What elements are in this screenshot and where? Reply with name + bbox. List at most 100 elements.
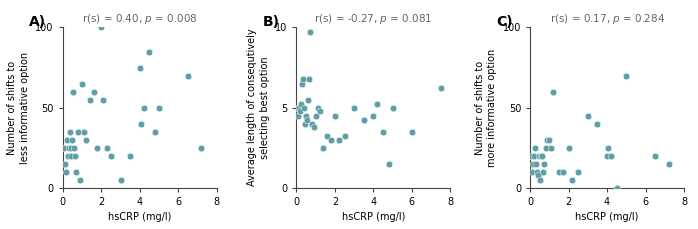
- Point: [301, 114, 312, 117]
- Point: [88, 90, 99, 93]
- Point: [61, 138, 73, 142]
- Point: [592, 122, 603, 125]
- Text: C): C): [496, 15, 513, 29]
- Point: [372, 103, 383, 106]
- Point: [302, 98, 313, 101]
- Point: [611, 186, 623, 190]
- Point: [526, 170, 537, 174]
- Point: [309, 125, 320, 129]
- Point: [306, 122, 318, 125]
- Point: [304, 77, 315, 81]
- Point: [542, 138, 553, 142]
- Point: [540, 146, 551, 150]
- Point: [195, 146, 207, 150]
- Point: [650, 154, 661, 158]
- Point: [339, 135, 350, 138]
- Point: [92, 146, 103, 150]
- Point: [59, 162, 70, 166]
- Point: [78, 130, 89, 134]
- Point: [77, 82, 88, 85]
- Point: [64, 130, 75, 134]
- Point: [538, 162, 549, 166]
- Point: [325, 138, 336, 142]
- Point: [554, 170, 565, 174]
- Point: [66, 146, 77, 150]
- Point: [98, 98, 109, 101]
- Point: [567, 178, 578, 182]
- Point: [138, 106, 149, 109]
- Point: [58, 146, 69, 150]
- Point: [544, 138, 555, 142]
- Point: [75, 178, 86, 182]
- Point: [105, 154, 117, 158]
- Point: [310, 114, 321, 117]
- Point: [526, 154, 537, 158]
- Point: [387, 106, 399, 109]
- Point: [663, 162, 674, 166]
- Point: [70, 170, 82, 174]
- Point: [297, 82, 308, 85]
- Point: [557, 170, 568, 174]
- Point: [80, 138, 91, 142]
- Point: [546, 146, 557, 150]
- Point: [124, 154, 135, 158]
- X-axis label: hsCRP (mg/l): hsCRP (mg/l): [108, 212, 172, 222]
- Point: [302, 119, 313, 122]
- Point: [602, 146, 614, 150]
- Point: [435, 87, 446, 90]
- X-axis label: hsCRP (mg/l): hsCRP (mg/l): [575, 212, 639, 222]
- Point: [68, 90, 79, 93]
- Point: [70, 154, 81, 158]
- Point: [563, 146, 574, 150]
- Point: [293, 114, 304, 117]
- Point: [149, 130, 161, 134]
- Y-axis label: Number of shifts to
less informative option: Number of shifts to less informative opt…: [8, 52, 30, 164]
- Point: [60, 170, 71, 174]
- Text: A): A): [29, 15, 46, 29]
- Point: [548, 90, 559, 93]
- Point: [135, 122, 147, 125]
- Point: [154, 106, 165, 109]
- Point: [621, 74, 632, 77]
- X-axis label: hsCRP (mg/l): hsCRP (mg/l): [342, 212, 405, 222]
- Point: [406, 130, 417, 134]
- Point: [529, 146, 540, 150]
- Point: [67, 138, 78, 142]
- Point: [322, 135, 333, 138]
- Title: r(s) = -0.27, $p$ = 0.081: r(s) = -0.27, $p$ = 0.081: [314, 12, 433, 26]
- Point: [602, 154, 613, 158]
- Point: [572, 170, 584, 174]
- Point: [182, 74, 193, 77]
- Point: [605, 154, 616, 158]
- Point: [533, 154, 544, 158]
- Point: [299, 106, 310, 109]
- Point: [358, 119, 369, 122]
- Y-axis label: Average length of consequtively
selecting best option: Average length of consequtively selectin…: [247, 29, 269, 186]
- Point: [69, 146, 80, 150]
- Point: [312, 106, 323, 109]
- Point: [582, 114, 593, 117]
- Point: [535, 154, 547, 158]
- Point: [62, 154, 73, 158]
- Point: [318, 146, 329, 150]
- Point: [333, 138, 344, 142]
- Point: [329, 114, 341, 117]
- Point: [533, 173, 544, 177]
- Point: [144, 50, 155, 53]
- Point: [63, 146, 74, 150]
- Point: [383, 162, 394, 166]
- Point: [65, 154, 76, 158]
- Point: [295, 109, 306, 113]
- Point: [134, 66, 145, 69]
- Point: [528, 154, 540, 158]
- Point: [296, 103, 307, 106]
- Point: [297, 77, 309, 81]
- Point: [534, 178, 545, 182]
- Point: [536, 154, 547, 158]
- Point: [378, 130, 389, 134]
- Point: [96, 26, 107, 29]
- Point: [292, 106, 303, 109]
- Point: [115, 178, 126, 182]
- Point: [528, 162, 539, 166]
- Title: r(s) = 0.40, $p$ = 0.008: r(s) = 0.40, $p$ = 0.008: [82, 12, 198, 26]
